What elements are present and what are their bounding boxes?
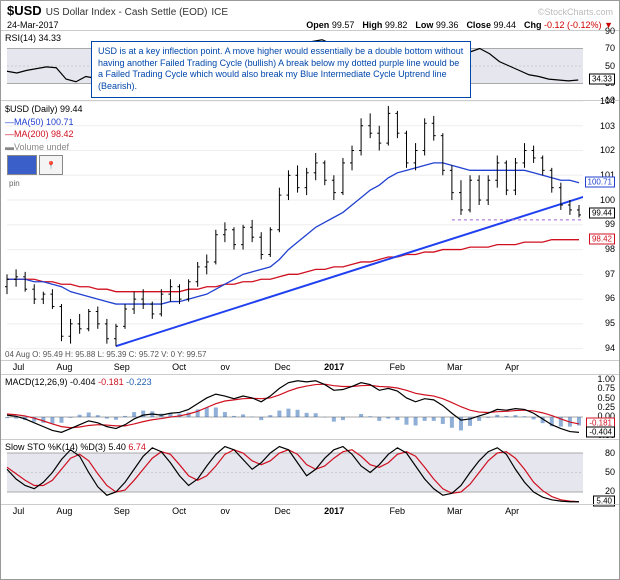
annotation-text: USD is at a key inflection point. A move… <box>91 41 471 98</box>
rsi-label: RSI(14) 34.33 <box>5 33 61 43</box>
watermark: ©StockCharts.com <box>538 7 613 17</box>
x-axis: JulAugSepOctovDec2017FebMarApr <box>1 360 619 374</box>
stock-chart: $USD US Dollar Index - Cash Settle (EOD)… <box>0 0 620 580</box>
stochastic-label: Slow STO %K(14) %D(3) 5.40 6.74 <box>5 442 146 452</box>
macd-label: MACD(12,26,9) -0.404 -0.181 -0.223 <box>5 377 152 387</box>
exchange: ICE <box>211 7 228 18</box>
macd-panel: MACD(12,26,9) -0.404 -0.181 -0.223 1.000… <box>1 374 619 439</box>
x-axis-bottom: JulAugSepOctovDec2017FebMarApr <box>1 504 619 518</box>
chart-header: $USD US Dollar Index - Cash Settle (EOD)… <box>1 1 619 20</box>
drawing-toolbox: 📍 <box>7 155 63 175</box>
price-panel: $USD (Daily) 99.44 —MA(50) 100.71 —MA(20… <box>1 100 619 360</box>
symbol: $USD <box>7 3 42 18</box>
color-picker-tool[interactable] <box>7 155 37 175</box>
stochastic-panel: Slow STO %K(14) %D(3) 5.40 6.74 8050205.… <box>1 439 619 504</box>
price-legend: $USD (Daily) 99.44 —MA(50) 100.71 —MA(20… <box>5 103 83 153</box>
symbol-description: US Dollar Index - Cash Settle (EOD) <box>46 7 208 18</box>
date-ohlc-line: 24-Mar-2017 Open 99.57 High 99.82 Low 99… <box>1 20 619 30</box>
cursor-readout: 04 Aug O: 95.49 H: 95.88 L: 95.39 C: 95.… <box>5 350 206 359</box>
chart-date: 24-Mar-2017 <box>7 20 59 30</box>
pin-tool[interactable]: 📍 <box>39 155 63 175</box>
